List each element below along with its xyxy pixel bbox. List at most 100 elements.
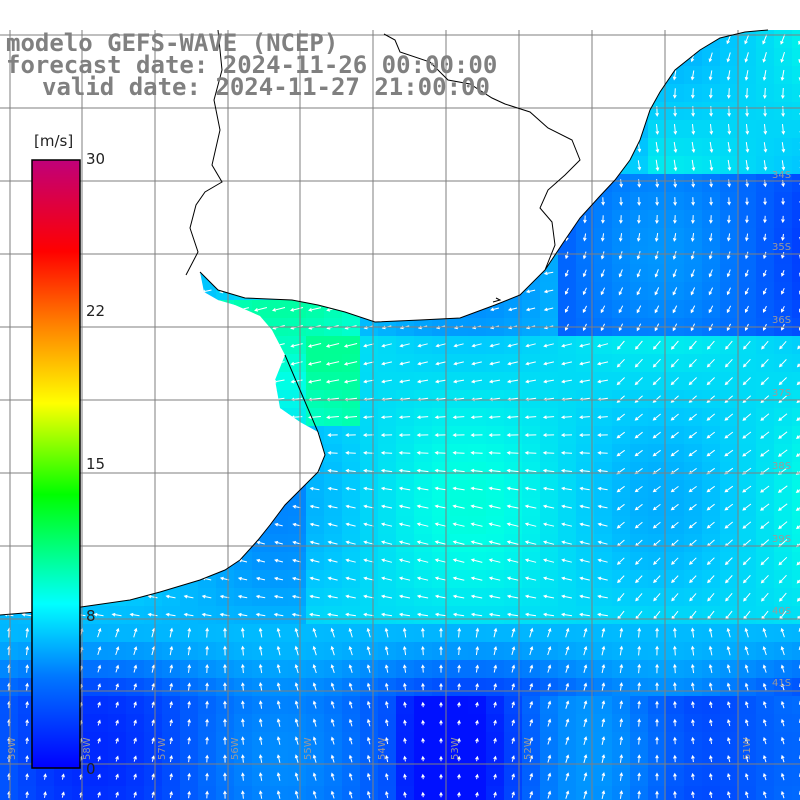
wind-arrow bbox=[398, 415, 411, 420]
wind-arrow bbox=[363, 235, 374, 240]
wind-arrow bbox=[165, 235, 176, 239]
wind-arrow bbox=[796, 556, 800, 566]
wind-speed-cell bbox=[792, 768, 800, 787]
wind-arrow bbox=[183, 433, 194, 437]
wind-arrow bbox=[542, 576, 555, 581]
wind-speed-cell bbox=[198, 300, 217, 319]
wind-speed-cell bbox=[126, 228, 145, 247]
wind-arrow bbox=[421, 645, 425, 656]
wind-arrow bbox=[670, 413, 679, 421]
wind-arrow bbox=[457, 627, 462, 638]
wind-arrow bbox=[529, 645, 534, 656]
wind-arrow bbox=[39, 108, 50, 113]
wind-arrow bbox=[780, 736, 785, 745]
wind-arrow bbox=[525, 379, 536, 384]
wind-speed-cell bbox=[252, 408, 271, 427]
wind-arrow bbox=[129, 504, 140, 509]
wind-speed-cell bbox=[468, 210, 487, 229]
wind-arrow bbox=[600, 52, 605, 63]
wind-arrow bbox=[255, 162, 266, 167]
wind-arrow bbox=[781, 287, 785, 295]
wind-arrow bbox=[634, 521, 643, 529]
wind-arrow bbox=[780, 87, 785, 100]
wind-arrow bbox=[493, 664, 498, 673]
wind-arrow bbox=[525, 235, 536, 239]
wind-arrow bbox=[97, 627, 102, 638]
wind-speed-cell bbox=[216, 300, 235, 319]
wind-arrow bbox=[726, 305, 732, 314]
wind-speed-cell bbox=[90, 336, 109, 355]
wind-arrow bbox=[236, 343, 249, 348]
wind-speed-cell bbox=[144, 156, 163, 175]
wind-arrow bbox=[452, 594, 465, 599]
wind-speed-cell bbox=[414, 102, 433, 121]
wind-arrow bbox=[133, 701, 137, 708]
wind-speed-cell bbox=[522, 48, 541, 67]
wind-arrow bbox=[762, 305, 767, 313]
wind-arrow bbox=[294, 754, 299, 763]
wind-arrow bbox=[327, 540, 338, 545]
wind-speed-cell bbox=[144, 246, 163, 265]
wind-speed-cell bbox=[162, 372, 181, 391]
wind-arrow bbox=[618, 287, 624, 296]
wind-speed-cell bbox=[540, 30, 559, 49]
wind-speed-cell bbox=[252, 390, 271, 409]
wind-arrow bbox=[489, 361, 500, 366]
wind-arrow bbox=[654, 287, 660, 296]
wind-speed-cell bbox=[486, 120, 505, 139]
wind-speed-cell bbox=[234, 174, 253, 193]
wind-arrow bbox=[254, 271, 267, 276]
wind-arrow bbox=[147, 271, 158, 276]
wind-arrow bbox=[380, 468, 393, 473]
wind-arrow bbox=[763, 251, 767, 260]
wind-arrow bbox=[507, 612, 519, 617]
wind-arrow bbox=[475, 627, 480, 638]
wind-speed-cell bbox=[108, 282, 127, 301]
wind-speed-cell bbox=[396, 246, 415, 265]
wind-speed-cell bbox=[558, 30, 577, 49]
wind-arrow bbox=[561, 558, 572, 563]
wind-arrow bbox=[399, 307, 410, 312]
wind-arrow bbox=[348, 790, 353, 799]
wind-arrow bbox=[201, 486, 212, 491]
wind-speed-cell bbox=[522, 210, 541, 229]
wind-speed-cell bbox=[144, 264, 163, 283]
wind-speed-cell bbox=[108, 228, 127, 247]
wind-speed-cell bbox=[252, 264, 271, 283]
wind-arrow bbox=[525, 289, 536, 294]
wind-arrow bbox=[691, 141, 696, 154]
wind-arrow bbox=[345, 126, 356, 131]
wind-arrow bbox=[416, 558, 429, 563]
wind-arrow bbox=[272, 198, 285, 203]
wind-arrow bbox=[417, 36, 428, 41]
wind-speed-cell bbox=[522, 120, 541, 139]
wind-arrow bbox=[708, 305, 714, 314]
wind-speed-cell bbox=[486, 174, 505, 193]
wind-speed-cell bbox=[792, 336, 800, 355]
wind-speed-cell bbox=[486, 156, 505, 175]
wind-speed-cell bbox=[126, 372, 145, 391]
wind-arrow bbox=[636, 53, 641, 62]
wind-arrow bbox=[363, 361, 375, 366]
wind-arrow bbox=[21, 558, 32, 563]
wind-arrow bbox=[274, 451, 283, 455]
wind-arrow bbox=[363, 540, 374, 545]
wind-speed-cell bbox=[306, 426, 325, 445]
wind-speed-cell bbox=[450, 210, 469, 229]
wind-arrow bbox=[256, 558, 266, 563]
wind-arrow bbox=[327, 504, 338, 509]
wind-arrow bbox=[385, 772, 389, 781]
wind-arrow bbox=[457, 682, 461, 691]
wind-arrow bbox=[547, 790, 552, 799]
wind-arrow bbox=[147, 199, 158, 203]
wind-arrow bbox=[742, 431, 752, 439]
wind-arrow bbox=[290, 235, 303, 240]
wind-arrow bbox=[582, 269, 587, 278]
wind-speed-cell bbox=[630, 66, 649, 85]
wind-arrow bbox=[115, 627, 120, 638]
wind-speed-cell bbox=[198, 192, 217, 211]
wind-arrow bbox=[655, 197, 659, 206]
wind-speed-cell bbox=[0, 102, 19, 121]
wind-arrow bbox=[348, 754, 353, 763]
wind-arrow bbox=[240, 682, 245, 691]
